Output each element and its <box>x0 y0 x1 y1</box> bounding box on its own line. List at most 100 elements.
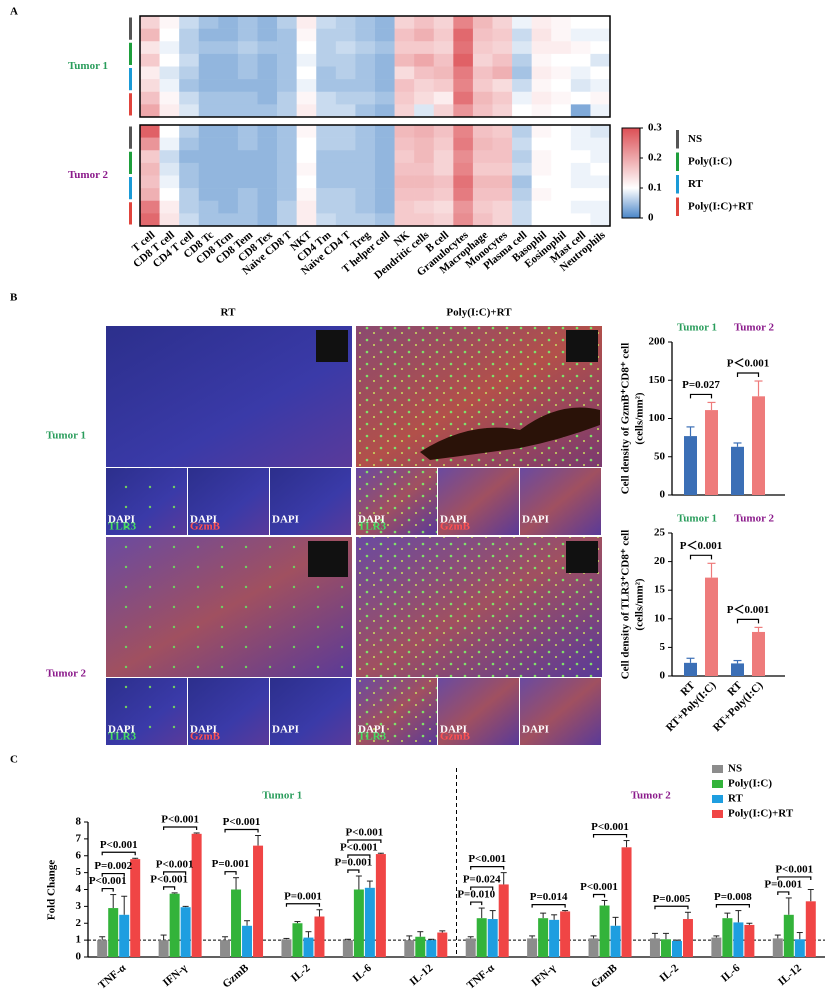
group-bar <box>129 93 132 116</box>
heatmap-cell <box>512 79 532 93</box>
column-title: Poly(I:C)+RT <box>446 307 512 319</box>
heatmap-cell <box>394 137 415 151</box>
group-label: Tumor 2 <box>734 322 775 334</box>
heatmap-cell <box>296 200 317 214</box>
heatmap-cell <box>472 175 493 189</box>
p-value: P=0.024 <box>463 874 501 886</box>
heatmap-cell <box>159 162 180 176</box>
bar <box>487 919 498 957</box>
group-bar <box>129 202 132 225</box>
heatmap-cell <box>179 137 200 151</box>
heatmap-cell <box>394 66 415 80</box>
bar <box>744 924 755 957</box>
heatmap-cell <box>531 91 552 105</box>
heatmap-cell <box>414 200 435 214</box>
heatmap-cell <box>218 79 239 93</box>
stain-label: GzmB <box>440 731 471 743</box>
heatmap-cell <box>355 150 376 164</box>
heatmap-cell <box>296 175 317 189</box>
bar <box>375 854 386 957</box>
heatmap-cell <box>218 53 239 67</box>
heatmap-cell <box>198 162 219 176</box>
bar <box>794 939 805 957</box>
legend-label: Poly(I:C) <box>688 155 732 167</box>
heatmap-cell <box>570 213 591 227</box>
y-tick-label: 0 <box>76 951 82 963</box>
p-bracket <box>347 854 371 858</box>
heatmap-cell <box>590 28 611 42</box>
heatmap-cell <box>277 150 297 164</box>
heatmap-cell <box>512 175 532 189</box>
heatmap-cell <box>414 125 435 138</box>
row-label: Tumor 1 <box>68 60 108 72</box>
heatmap-cell <box>335 104 356 118</box>
bar <box>527 938 538 957</box>
heatmap-cell <box>316 66 337 80</box>
legend-swatch <box>676 175 679 194</box>
heatmap-cell <box>531 175 552 189</box>
heatmap-cell <box>453 213 474 227</box>
p-bracket <box>285 903 321 907</box>
heatmap-cell <box>277 137 297 151</box>
heatmap-cell <box>492 28 513 42</box>
y-axis-label: Cell density of GzmB⁺CD8⁺ cell <box>620 343 632 495</box>
heatmap-cell <box>453 200 474 214</box>
heatmap-cell <box>218 213 239 227</box>
heatmap-cell <box>472 162 493 176</box>
heatmap-cell <box>237 125 258 138</box>
bar <box>705 577 718 676</box>
heatmap-cell <box>433 104 454 118</box>
heatmap-cell <box>551 28 572 42</box>
stain-label: TLR3 <box>108 731 137 743</box>
heatmap-cell <box>159 66 180 80</box>
heatmap-cell <box>296 16 317 29</box>
group-bar <box>129 126 132 149</box>
heatmap-cell <box>237 188 258 202</box>
bar <box>772 938 783 957</box>
heatmap-cell <box>570 104 591 118</box>
heatmap-cell <box>433 91 454 105</box>
bar <box>364 887 375 957</box>
heatmap-cell <box>492 200 513 214</box>
heatmap-cell <box>551 41 572 55</box>
x-tick-label: IL-6 <box>719 962 743 985</box>
group-bar <box>129 42 132 65</box>
bar <box>476 918 487 957</box>
x-tick-label: IL-12 <box>776 962 804 988</box>
heatmap-cell <box>551 91 572 105</box>
bar <box>722 918 733 957</box>
heatmap-cell <box>159 28 180 42</box>
legend-label: RT <box>688 178 704 190</box>
heatmap-cell <box>218 66 239 80</box>
heatmap-cell <box>257 79 278 93</box>
p-value: P=0.001 <box>284 890 322 902</box>
p-bracket <box>654 905 689 910</box>
heatmap-cell <box>237 137 258 151</box>
micrograph-speckle <box>356 537 602 677</box>
x-tick-label: TNF-α <box>465 961 498 991</box>
heatmap-cell <box>316 137 337 151</box>
heatmap-cell <box>355 162 376 176</box>
heatmap-cell <box>590 66 611 80</box>
heatmap-cell <box>590 41 611 55</box>
heatmap-cell <box>277 125 297 138</box>
heatmap-cell <box>159 125 180 138</box>
heatmap-cell <box>140 53 160 67</box>
heatmap-cell <box>335 66 356 80</box>
heatmap-cell <box>453 53 474 67</box>
heatmap-cell <box>140 41 160 55</box>
heatmap-cell <box>453 188 474 202</box>
heatmap-cell <box>375 213 395 227</box>
heatmap-cell <box>257 41 278 55</box>
heatmap-cell <box>237 53 258 67</box>
p-value: P<0.001 <box>223 816 261 828</box>
p-value: P＜0.001 <box>680 540 722 552</box>
legend-label: Poly(I:C)+RT <box>728 808 794 820</box>
micrograph-tile <box>188 678 269 745</box>
micrograph-tile <box>270 678 351 745</box>
heatmap-cell <box>531 16 552 29</box>
y-axis-label: Fold Change <box>46 860 58 920</box>
stain-label: TLR3 <box>358 731 387 743</box>
heatmap-cell <box>453 91 474 105</box>
heatmap-cell <box>335 41 356 55</box>
